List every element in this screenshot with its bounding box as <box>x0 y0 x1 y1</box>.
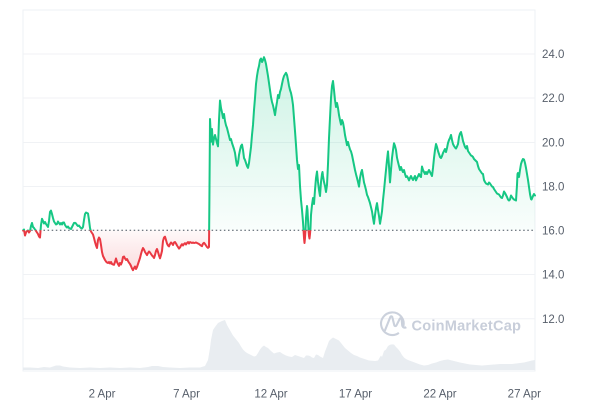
svg-text:16.0: 16.0 <box>542 226 564 238</box>
svg-text:2 Apr: 2 Apr <box>89 389 116 400</box>
svg-text:CoinMarketCap: CoinMarketCap <box>412 319 522 335</box>
svg-text:20.0: 20.0 <box>542 138 564 150</box>
svg-text:12.0: 12.0 <box>542 314 564 326</box>
svg-text:14.0: 14.0 <box>542 270 564 282</box>
svg-text:12 Apr: 12 Apr <box>254 389 287 400</box>
svg-text:27 Apr: 27 Apr <box>508 389 541 400</box>
svg-text:22.0: 22.0 <box>542 93 564 105</box>
svg-text:22 Apr: 22 Apr <box>423 389 456 400</box>
svg-text:24.0: 24.0 <box>542 49 564 61</box>
svg-text:7 Apr: 7 Apr <box>173 389 200 400</box>
svg-text:17 Apr: 17 Apr <box>339 389 372 400</box>
svg-text:18.0: 18.0 <box>542 182 564 194</box>
